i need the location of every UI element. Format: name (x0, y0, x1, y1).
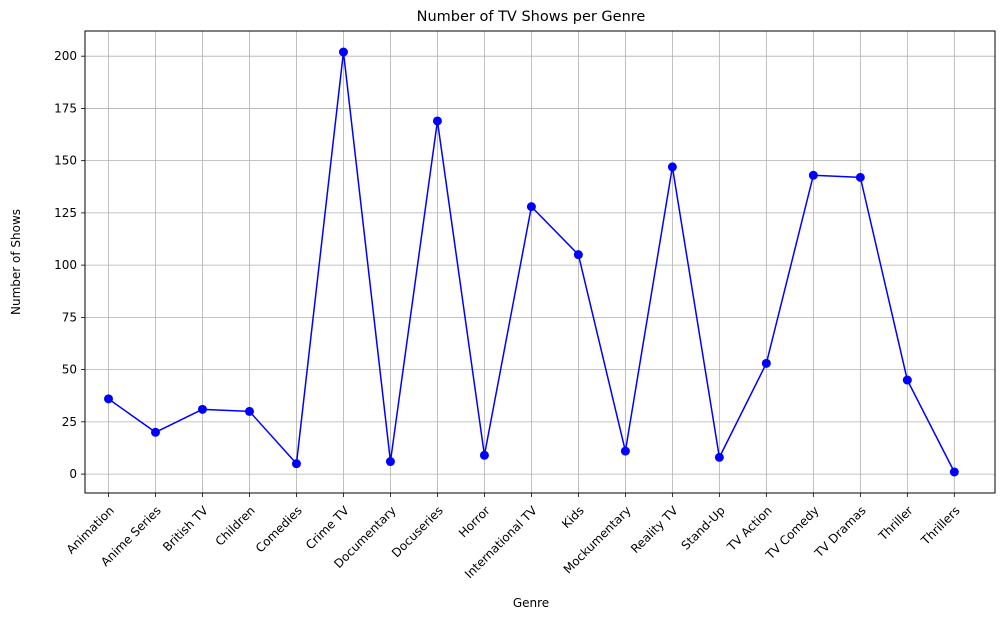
data-point (104, 394, 113, 404)
data-point (667, 162, 677, 172)
data-point (526, 202, 536, 212)
data-point (855, 172, 865, 182)
data-point (620, 446, 630, 456)
data-point (385, 457, 395, 467)
data-point (714, 452, 724, 462)
data-point (338, 47, 348, 57)
y-tick-label: 25 (62, 415, 77, 429)
y-tick-label: 125 (54, 206, 77, 220)
data-point (902, 375, 912, 385)
data-point (573, 250, 583, 260)
y-tick-label: 200 (54, 49, 77, 63)
series-line-group (104, 47, 959, 477)
y-tick-label: 175 (54, 101, 77, 115)
y-tick-label: 100 (54, 258, 77, 272)
data-point (244, 406, 254, 416)
grid (85, 31, 995, 493)
y-tick-label: 75 (62, 310, 77, 324)
data-point (761, 358, 771, 368)
y-tick-label: 0 (69, 467, 77, 481)
chart-title: Number of TV Shows per Genre (417, 9, 646, 25)
data-point (808, 170, 818, 180)
x-axis-title: Genre (513, 596, 549, 610)
y-tick-label: 50 (62, 363, 77, 377)
data-point (197, 404, 207, 414)
data-point (949, 467, 959, 477)
y-axis-title: Number of Shows (9, 209, 23, 315)
data-point (150, 427, 160, 437)
data-point (291, 459, 301, 469)
y-axis: 0 25 50 75 100 125 150 175 200 (54, 49, 85, 481)
data-point (432, 116, 442, 126)
data-point (479, 450, 489, 460)
y-tick-label: 150 (54, 154, 77, 168)
plot-frame (84, 30, 996, 494)
